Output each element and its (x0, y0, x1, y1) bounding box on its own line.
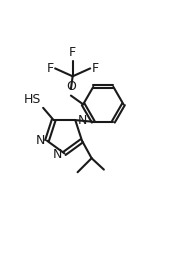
Text: N: N (53, 148, 62, 161)
Text: HS: HS (24, 93, 41, 106)
Text: F: F (46, 62, 53, 75)
Text: O: O (66, 81, 76, 93)
Text: N: N (77, 114, 87, 127)
Text: F: F (92, 62, 99, 75)
Text: N: N (35, 134, 45, 147)
Text: F: F (69, 46, 76, 59)
